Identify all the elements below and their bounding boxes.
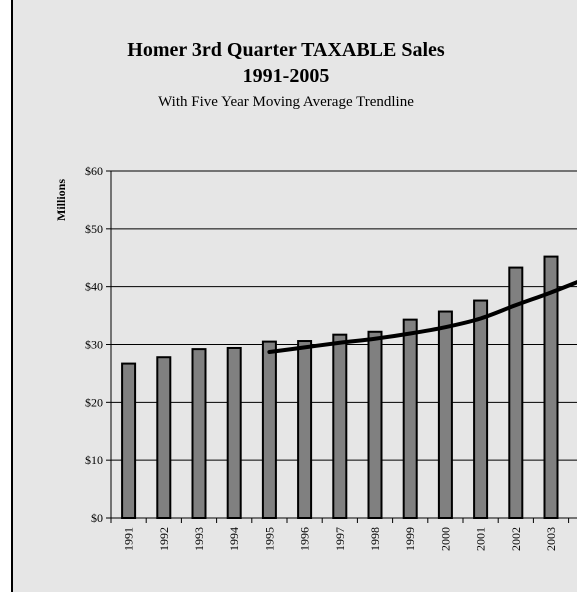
bar xyxy=(402,318,418,519)
x-tick-label: 1995 xyxy=(262,527,276,551)
y-tick-label: $60 xyxy=(85,164,103,178)
bar xyxy=(437,310,453,519)
bar xyxy=(191,348,207,520)
y-tick-label: $50 xyxy=(85,222,103,236)
chart-subtitle: With Five Year Moving Average Trendline xyxy=(158,94,414,110)
bar xyxy=(226,346,242,519)
bar xyxy=(156,356,172,519)
bar xyxy=(297,340,313,519)
x-tick-label: 1997 xyxy=(333,527,347,551)
chart-title-line2: 1991-2005 xyxy=(243,65,330,87)
bar xyxy=(473,299,489,519)
bar xyxy=(121,362,137,519)
x-tick-label: 2002 xyxy=(509,527,523,551)
y-tick-label: $10 xyxy=(85,453,103,467)
x-tick-label: 2001 xyxy=(474,527,488,551)
x-tick-label: 1994 xyxy=(227,527,241,551)
bar xyxy=(367,330,383,519)
chart-title: Homer 3rd Quarter TAXABLE Sales xyxy=(127,39,445,61)
x-tick-label: 1996 xyxy=(298,527,312,551)
y-tick-label: $20 xyxy=(85,395,103,409)
left-table-strip xyxy=(0,0,11,592)
bar xyxy=(332,333,348,519)
x-tick-label: 1991 xyxy=(122,527,136,551)
x-tick-label: 1998 xyxy=(368,527,382,551)
trendline xyxy=(267,280,577,355)
y-tick-label: $0 xyxy=(91,511,103,525)
chart: Homer 3rd Quarter TAXABLE Sales 1991-200… xyxy=(54,39,577,551)
x-tick-label: 1993 xyxy=(192,527,206,551)
y-tick-label: $40 xyxy=(85,280,103,294)
x-tick-label: 1992 xyxy=(157,527,171,551)
x-tick-label: 2000 xyxy=(438,527,452,551)
chart-panel: Homer 3rd Quarter TAXABLE Sales 1991-200… xyxy=(11,0,577,592)
x-tick-label: 2003 xyxy=(544,527,558,551)
y-axis-label: Millions xyxy=(54,179,68,221)
x-tick-label: 1999 xyxy=(403,527,417,551)
y-tick-label: $30 xyxy=(85,338,103,352)
bar xyxy=(261,340,277,519)
